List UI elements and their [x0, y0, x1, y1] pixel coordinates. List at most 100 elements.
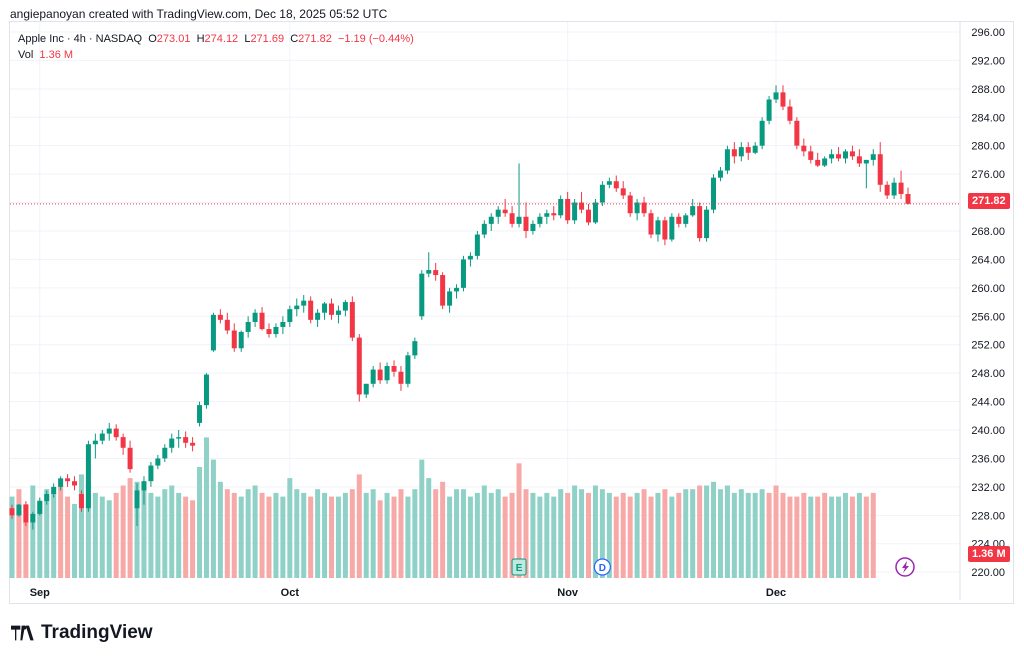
candle-body — [676, 216, 682, 224]
candle-body — [120, 437, 126, 448]
candle-body — [460, 259, 466, 288]
volume-bar — [572, 485, 578, 578]
chart-frame[interactable] — [9, 21, 1014, 604]
volume-bar — [731, 492, 737, 578]
candle-body — [308, 300, 314, 320]
marker-label: D — [599, 563, 606, 574]
volume-bar — [9, 496, 15, 578]
volume-bar — [155, 496, 161, 578]
volume-bar — [356, 474, 362, 578]
volume-bar — [322, 492, 328, 578]
volume-bar — [273, 492, 279, 578]
candle-body — [856, 156, 862, 164]
y-tick-label: 248.00 — [971, 368, 1005, 380]
candle-body — [773, 92, 779, 100]
candle-body — [849, 151, 855, 157]
candle-body — [585, 209, 591, 223]
volume-bar — [301, 492, 307, 578]
candle-body — [398, 371, 404, 384]
volume-bar — [724, 485, 730, 578]
candle-body — [183, 437, 189, 443]
change-value: −1.19 (−0.44%) — [337, 33, 414, 45]
volume-bar — [85, 481, 91, 578]
candle-body — [329, 303, 335, 315]
volume-bar — [460, 489, 466, 578]
candle-body — [738, 147, 744, 157]
candle-body — [620, 188, 626, 196]
candle-body — [356, 337, 362, 395]
volume-bar — [217, 481, 223, 578]
candle-body — [127, 447, 133, 470]
x-tick-label: Sep — [30, 587, 50, 599]
volume-bar — [558, 489, 564, 578]
volume-bar — [599, 489, 605, 578]
volume-bar — [676, 492, 682, 578]
volume-bar — [259, 492, 265, 578]
high-label: H — [196, 33, 205, 45]
candle-body — [113, 428, 119, 438]
volume-label: Vol — [18, 49, 34, 61]
candle-body — [245, 321, 251, 332]
candle-body — [440, 275, 446, 306]
y-tick-label: 284.00 — [971, 112, 1005, 124]
volume-bar — [870, 492, 876, 578]
candle-body — [829, 154, 835, 159]
volume-bar — [842, 492, 848, 578]
candle-body — [412, 341, 418, 356]
candle-body — [141, 481, 147, 491]
candle-body — [37, 501, 43, 514]
candle-body — [384, 366, 390, 381]
volume-bar — [794, 496, 800, 578]
candle-body — [877, 154, 883, 185]
candle-body — [203, 374, 209, 406]
candle-body — [231, 330, 237, 349]
credit-text: angiepanoyan created with TradingView.co… — [10, 7, 388, 21]
candle-body — [606, 181, 612, 185]
y-tick-label: 232.00 — [971, 482, 1005, 494]
volume-bar — [662, 489, 668, 578]
candle-body — [572, 202, 578, 221]
candle-body — [523, 216, 529, 231]
candle-body — [377, 369, 383, 381]
volume-bar — [641, 489, 647, 578]
volume-bar — [738, 489, 744, 578]
candle-body — [58, 478, 64, 487]
candle-body — [898, 182, 904, 195]
candle-body — [683, 215, 689, 224]
y-tick-label: 260.00 — [971, 283, 1005, 295]
candle-body — [342, 302, 348, 311]
candle-body — [759, 120, 765, 146]
candle-body — [322, 303, 328, 313]
legend: Apple Inc · 4h · NASDAQ O273.01 H274.12 … — [18, 33, 414, 45]
volume-bar — [627, 496, 633, 578]
tradingview-logo[interactable]: TradingView — [11, 622, 153, 644]
volume-bar — [134, 481, 140, 578]
candle-body — [634, 202, 640, 214]
candle-body — [842, 151, 848, 159]
volume-bar — [815, 496, 821, 578]
candle-body — [9, 508, 15, 516]
candle-body — [808, 151, 814, 160]
candle-body — [99, 433, 105, 441]
candle-body — [711, 177, 717, 210]
volume-bar — [488, 492, 494, 578]
open-value: 273.01 — [156, 33, 191, 45]
volume-bar — [37, 500, 43, 578]
volume-bar — [537, 496, 543, 578]
volume-bar — [787, 496, 793, 578]
candle-body — [551, 213, 557, 216]
candle-body — [134, 490, 140, 509]
y-tick-label: 288.00 — [971, 84, 1005, 96]
low-label: L — [244, 33, 251, 45]
candle-body — [259, 312, 265, 330]
candle-body — [690, 206, 696, 216]
volume-bar — [447, 496, 453, 578]
volume-bar — [433, 489, 439, 578]
volume-bar — [224, 489, 230, 578]
candle-body — [224, 319, 230, 331]
x-tick-label: Nov — [557, 587, 579, 599]
candle-body — [724, 149, 730, 171]
volume-bar — [669, 496, 675, 578]
candle-body — [44, 493, 50, 502]
